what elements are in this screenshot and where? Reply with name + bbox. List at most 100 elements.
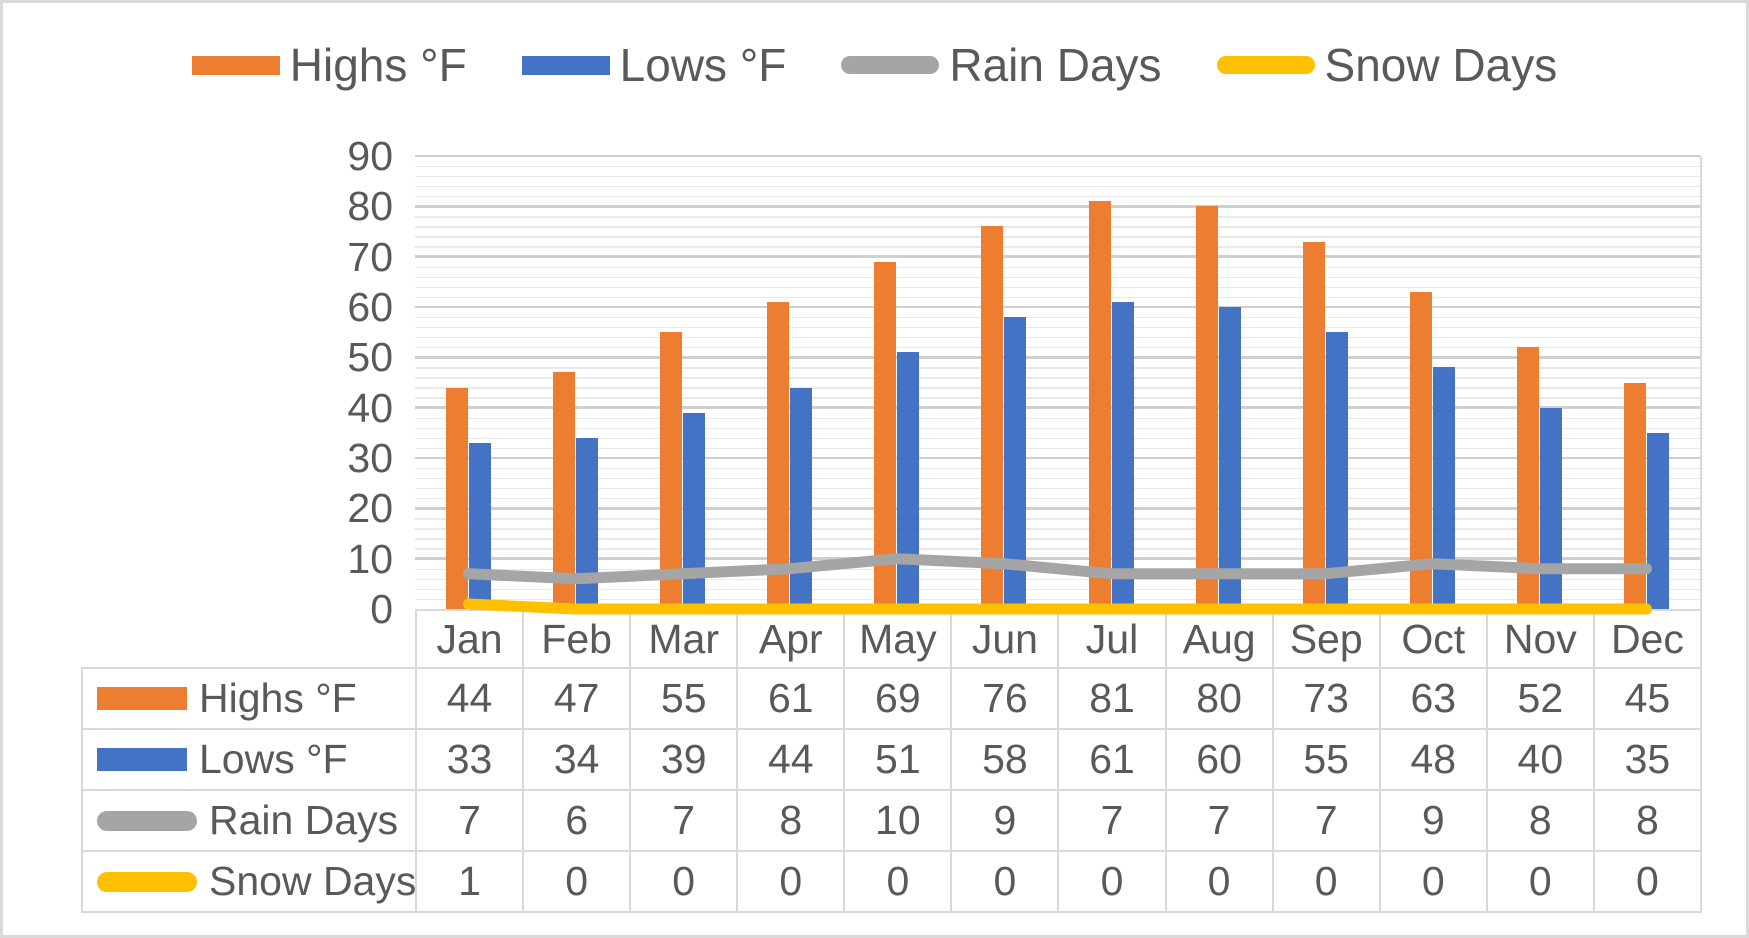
table-value-cell: 0 <box>1592 850 1702 913</box>
gridline <box>415 175 1700 178</box>
table-value-cell: 35 <box>1592 728 1702 791</box>
bar-lows <box>1539 407 1562 609</box>
table-value-cell: 0 <box>1057 850 1167 913</box>
month-header-cell: Jan <box>414 609 525 669</box>
bar-lows <box>790 387 813 609</box>
gridline <box>415 417 1700 419</box>
y-axis-label: 60 <box>347 284 393 330</box>
line-series-layer <box>463 553 1652 615</box>
gridline <box>415 286 1700 289</box>
table-value-cell: 69 <box>843 667 953 730</box>
series-label: Rain Days <box>83 797 415 844</box>
table-value-cell: 55 <box>1271 728 1381 791</box>
y-axis-label: 40 <box>347 384 393 431</box>
gridline <box>415 296 1700 299</box>
legend-bar-swatch-icon <box>191 55 280 75</box>
y-axis-label: 80 <box>347 183 393 230</box>
legend: Highs °F Lows °F Rain Days Snow Days <box>3 39 1746 91</box>
rain-days-line <box>463 553 1652 585</box>
legend-item-label: Highs °F <box>289 39 467 91</box>
gridline <box>415 406 1700 409</box>
y-axis-label: 70 <box>347 233 393 280</box>
table-value-cell: 39 <box>629 728 739 791</box>
table-value-cell: 48 <box>1378 728 1488 791</box>
table-value-cell: 0 <box>629 850 739 913</box>
y-axis-label: 0 <box>370 586 393 632</box>
bar-lows <box>1218 307 1241 609</box>
table-value-cell: 0 <box>1271 850 1381 913</box>
bar-lows <box>1432 367 1455 609</box>
gridline <box>415 196 1700 198</box>
series-bar-swatch-icon <box>97 687 187 710</box>
series-label: Lows °F <box>83 736 415 783</box>
table-value-cell: 7 <box>414 789 525 852</box>
table-value-cell: 8 <box>1485 789 1595 852</box>
table-corner-spacer <box>82 610 416 668</box>
gridline <box>415 347 1700 349</box>
table-value-cell: 44 <box>736 728 846 791</box>
legend-line-swatch-icon <box>1216 56 1315 74</box>
table-value-cell: 1 <box>414 850 525 913</box>
table-value-cell: 0 <box>950 850 1060 913</box>
table-value-cell: 52 <box>1485 667 1595 730</box>
gridline <box>415 557 1700 560</box>
bar-highs <box>446 387 469 609</box>
gridline <box>415 507 1700 510</box>
bar-highs <box>1409 291 1432 609</box>
gridline <box>415 236 1700 238</box>
bar-highs <box>553 372 576 609</box>
table-value-cell: 81 <box>1057 667 1167 730</box>
series-label-cell: Rain Days <box>81 789 417 852</box>
table-row: Highs °F 44 47 55 61 69 76 81 80 73 63 52 45 <box>81 667 1702 730</box>
gridline <box>415 367 1700 369</box>
table-value-cell: 0 <box>736 850 846 913</box>
table-value-cell: 61 <box>736 667 846 730</box>
table-value-cell: 9 <box>950 789 1060 852</box>
series-name: Rain Days <box>209 797 399 843</box>
legend-item-label: Snow Days <box>1324 39 1558 91</box>
gridline <box>415 337 1700 339</box>
series-label: Snow Days <box>83 858 416 905</box>
gridline <box>415 548 1700 550</box>
gridline <box>415 165 1700 168</box>
bar-lows <box>576 437 599 609</box>
table-value-cell: 40 <box>1485 728 1595 791</box>
month-header-row: Jan Feb Mar Apr May Jun Jul Aug Sep Oct Nov Dec <box>82 609 1702 669</box>
gridline <box>415 518 1700 520</box>
table-value-cell: 58 <box>950 728 1060 791</box>
month-header-cell: Feb <box>522 609 632 669</box>
series-bar-swatch-icon <box>97 748 187 771</box>
bar-highs <box>1623 382 1646 609</box>
month-header-cell: Nov <box>1485 609 1595 669</box>
month-header-cell: Dec <box>1592 609 1702 669</box>
gridline <box>415 356 1700 359</box>
table-value-cell: 8 <box>1592 789 1702 852</box>
table-row: Snow Days 1 0 0 0 0 0 0 0 0 0 0 0 <box>81 850 1702 913</box>
y-axis-label: 30 <box>347 435 393 481</box>
gridline <box>415 154 1700 158</box>
gridline <box>415 528 1700 530</box>
month-header-cell: Aug <box>1164 609 1274 669</box>
legend-item: Snow Days <box>1216 39 1558 91</box>
gridline <box>415 216 1700 218</box>
table-value-cell: 34 <box>522 728 632 791</box>
bar-lows <box>1004 317 1027 609</box>
table-value-cell: 73 <box>1271 667 1381 730</box>
table-value-cell: 44 <box>414 667 525 730</box>
month-header-cell: Apr <box>736 609 846 669</box>
gridline <box>415 447 1700 450</box>
gridline <box>415 186 1700 188</box>
table-value-cell: 0 <box>1378 850 1488 913</box>
gridline <box>415 498 1700 500</box>
table-value-cell: 61 <box>1057 728 1167 791</box>
gridline <box>415 467 1700 470</box>
bar-highs <box>874 261 897 609</box>
table-row: Lows °F 33 34 39 44 51 58 61 60 55 48 40 35 <box>81 728 1702 791</box>
series-name: Lows °F <box>199 736 348 782</box>
bar-highs <box>767 301 790 609</box>
series-label: Highs °F <box>83 675 415 722</box>
series-line-swatch-icon <box>97 871 197 892</box>
bar-lows <box>897 352 920 609</box>
gridline <box>415 397 1700 399</box>
